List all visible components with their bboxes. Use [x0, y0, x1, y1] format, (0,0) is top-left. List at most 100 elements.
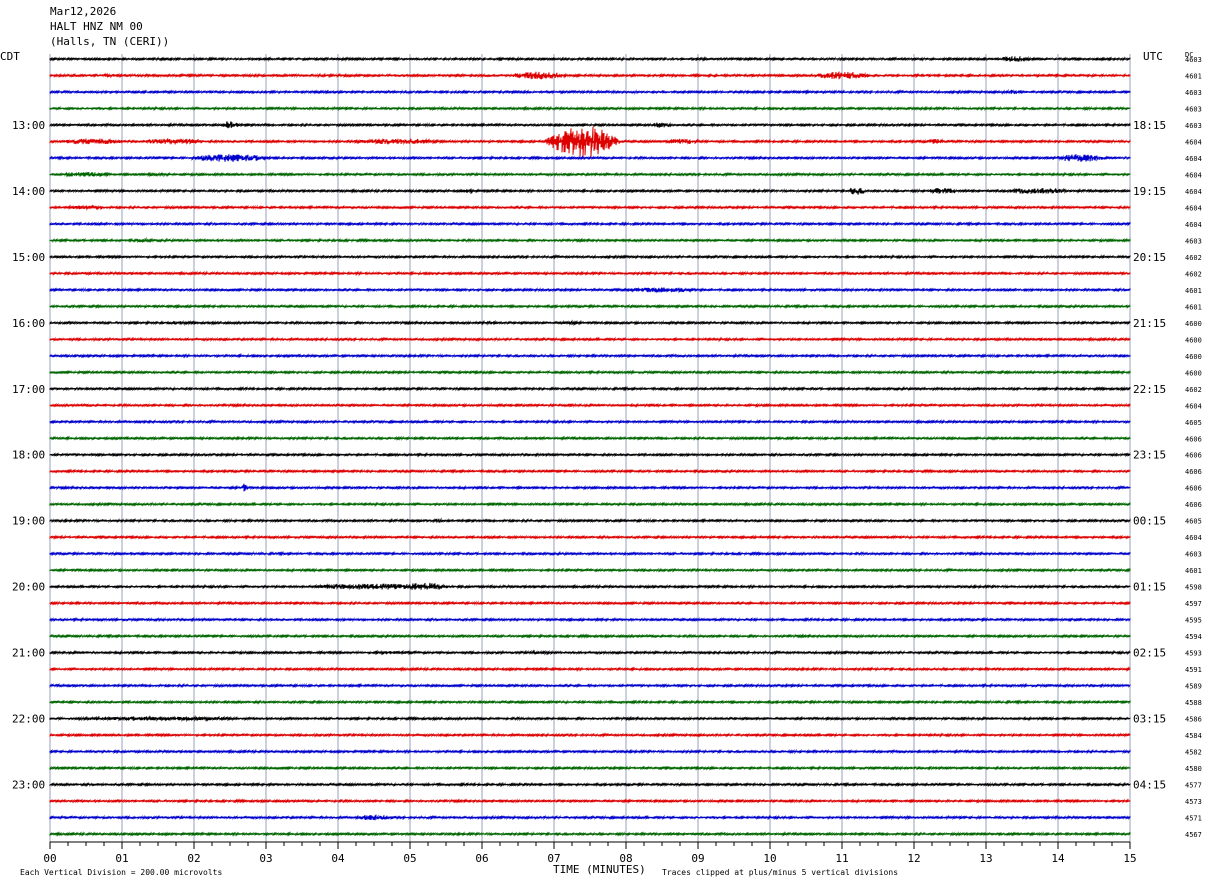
- dc-value: 4601: [1185, 72, 1202, 80]
- utc-label: UTC: [1143, 50, 1163, 63]
- dc-value: 4602: [1185, 270, 1202, 278]
- dc-value: 4600: [1185, 369, 1202, 377]
- cdt-hour-label: 20:00: [12, 581, 45, 594]
- dc-value: 4601: [1185, 287, 1202, 295]
- x-tick-label: 01: [115, 852, 128, 865]
- cdt-hour-label: 21:00: [12, 647, 45, 660]
- cdt-label: CDT: [0, 50, 20, 63]
- cdt-hour-labels: 13:00 14:00 15:00 16:00 17:00 18:00 19:00 20:00…: [12, 119, 45, 792]
- trace-row: [49, 501, 1131, 508]
- trace-row: [49, 385, 1131, 392]
- x-tick-label: 07: [547, 852, 560, 865]
- trace-row: [49, 600, 1131, 606]
- dc-value: 4604: [1185, 402, 1202, 410]
- dc-value: 4606: [1185, 435, 1202, 443]
- header-date: Mar12,2026: [50, 5, 117, 18]
- cdt-hour-label: 19:00: [12, 515, 45, 528]
- dc-value: 4605: [1185, 419, 1202, 427]
- trace-row: [49, 236, 1131, 244]
- dc-value: 4603: [1185, 105, 1202, 113]
- cdt-hour-label: 14:00: [12, 185, 45, 198]
- x-axis: 00 01 02 03 04 05 06 07 08 09 10 11 12 13 14 15: [43, 841, 1137, 865]
- dc-value: 4600: [1185, 353, 1202, 361]
- trace-row: [49, 666, 1131, 672]
- dc-value: 4589: [1185, 683, 1202, 691]
- x-tick-label: 14: [1051, 852, 1065, 865]
- utc-hour-label: 21:15: [1133, 317, 1166, 330]
- dc-value: 4602: [1185, 254, 1202, 262]
- utc-hour-label: 04:15: [1133, 779, 1166, 792]
- trace-row: [49, 126, 1131, 158]
- utc-hour-label: 01:15: [1133, 581, 1166, 594]
- trace-row: [49, 699, 1131, 705]
- trace-row: [49, 336, 1131, 343]
- utc-hour-labels: 18:15 19:15 20:15 21:15 22:15 23:15 00:15 01:15…: [1133, 119, 1166, 792]
- header-location: (Halls, TN (CERI)): [50, 35, 170, 48]
- dc-value: 4600: [1185, 320, 1202, 328]
- dc-value: 4595: [1185, 617, 1202, 625]
- dc-value: 4580: [1185, 765, 1202, 773]
- x-tick-label: 00: [43, 852, 56, 865]
- dc-value: 4588: [1185, 699, 1202, 707]
- trace-row: [49, 567, 1131, 573]
- utc-hour-label: 02:15: [1133, 647, 1166, 660]
- trace-row: [49, 534, 1131, 541]
- trace-row: [49, 71, 1131, 80]
- trace-row: [49, 798, 1131, 804]
- dc-value: 4604: [1185, 138, 1202, 146]
- dc-value: 4567: [1185, 831, 1202, 839]
- dc-value: 4603: [1185, 89, 1202, 97]
- dc-value: 4603: [1185, 122, 1202, 130]
- trace-row: [49, 483, 1131, 492]
- trace-row: [49, 682, 1131, 689]
- x-tick-label: 10: [763, 852, 776, 865]
- dc-value: 4573: [1185, 798, 1202, 806]
- trace-row: [49, 402, 1131, 409]
- dc-value: 4604: [1185, 534, 1202, 542]
- x-tick-label: 06: [475, 852, 488, 865]
- dc-value: 4603: [1185, 237, 1202, 245]
- dc-value: 4593: [1185, 650, 1202, 658]
- cdt-hour-label: 16:00: [12, 317, 45, 330]
- x-tick-label: 08: [619, 852, 632, 865]
- trace-row: [49, 369, 1131, 376]
- cdt-hour-label: 22:00: [12, 713, 45, 726]
- trace-row: [49, 715, 1131, 723]
- trace-row: [49, 633, 1131, 639]
- x-tick-label: 05: [403, 852, 416, 865]
- dc-value: 4604: [1185, 188, 1202, 196]
- trace-row: [49, 88, 1131, 96]
- seismic-traces: [49, 55, 1131, 837]
- trace-row: [49, 550, 1131, 557]
- x-tick-label: 15: [1123, 852, 1136, 865]
- scale-note: Each Vertical Division = 200.00 microvol…: [20, 868, 222, 877]
- dc-value: 4597: [1185, 600, 1202, 608]
- trace-row: [49, 55, 1131, 62]
- trace-row: [49, 303, 1131, 310]
- utc-hour-label: 19:15: [1133, 185, 1166, 198]
- dc-offset-labels: 4603 4601 4603 4603 4603 4604 4604 4604 4604 4604…: [1185, 56, 1202, 839]
- trace-row: [49, 187, 1131, 195]
- dc-value: 4602: [1185, 386, 1202, 394]
- trace-row: [49, 451, 1131, 458]
- dc-value: 4604: [1185, 221, 1202, 229]
- dc-value: 4582: [1185, 749, 1202, 757]
- clip-note: Traces clipped at plus/minus 5 vertical …: [662, 868, 898, 877]
- trace-row: [49, 204, 1131, 212]
- dc-value: 4606: [1185, 501, 1202, 509]
- trace-row: [49, 270, 1131, 277]
- header-station: HALT HNZ NM 00: [50, 20, 143, 33]
- trace-row: [49, 352, 1131, 359]
- trace-row: [49, 319, 1131, 327]
- trace-row: [49, 781, 1131, 788]
- trace-row: [49, 435, 1131, 441]
- cdt-hour-label: 17:00: [12, 383, 45, 396]
- trace-row: [49, 831, 1131, 837]
- trace-row: [49, 765, 1131, 771]
- dc-value: 4603: [1185, 56, 1202, 64]
- dc-value: 4606: [1185, 452, 1202, 460]
- dc-value: 4586: [1185, 716, 1202, 724]
- utc-hour-label: 18:15: [1133, 119, 1166, 132]
- dc-value: 4601: [1185, 303, 1202, 311]
